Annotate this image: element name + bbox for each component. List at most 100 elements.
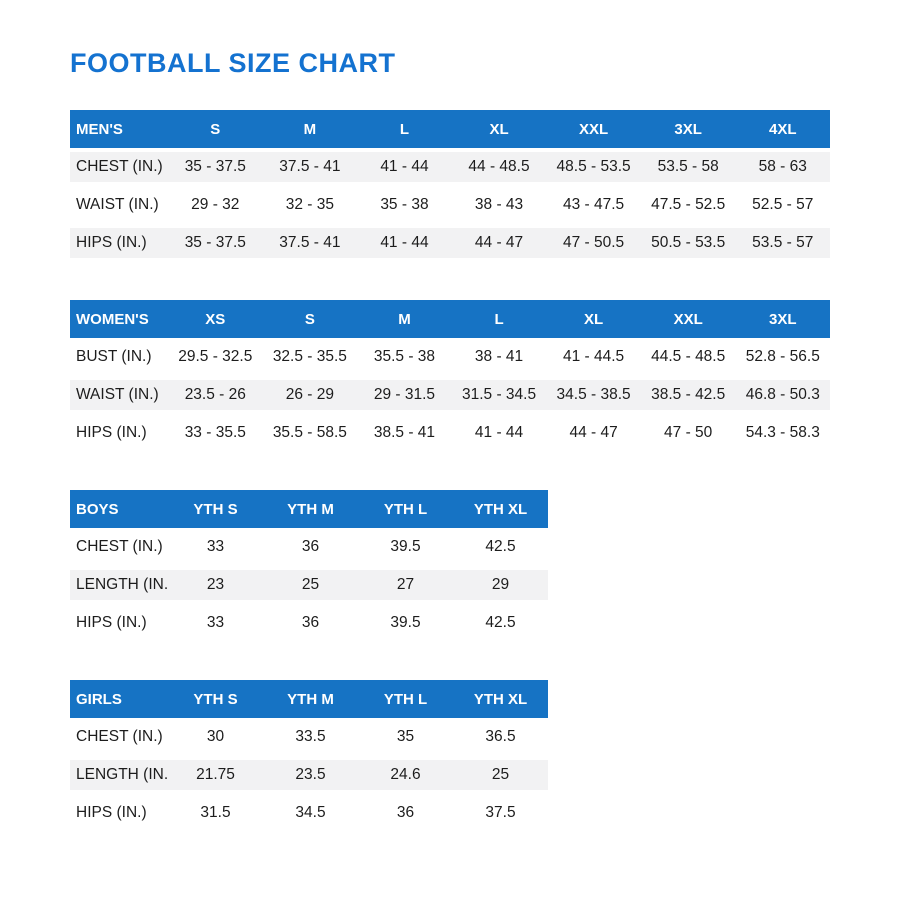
table-row: HIPS (IN.) 33 36 39.5 42.5	[70, 604, 548, 642]
value-cell: 44 - 47	[569, 424, 618, 441]
column-header-xl: XL	[584, 310, 604, 328]
value-cell: 38.5 - 41	[373, 424, 436, 441]
table-row: CHEST (IN.) 35 - 37.5 37.5 - 41 41 - 44 44 -…	[70, 148, 830, 186]
value-cell: 50.5 - 53.5	[651, 234, 726, 251]
value-cell: 44.5 - 48.5	[651, 348, 726, 365]
row-label: CHEST (IN.)	[76, 728, 163, 745]
row-label: HIPS (IN.)	[76, 234, 147, 251]
womens-size-table: WOMEN'S XS S M L XL XXL 3XL BUST (IN.) 29.5 - 32.…	[70, 300, 830, 452]
column-header-yth-m: YTH M	[287, 500, 334, 518]
value-cell: 47.5 - 52.5	[651, 196, 726, 213]
womens-header-row: WOMEN'S XS S M L XL XXL 3XL	[70, 300, 830, 338]
value-cell: 38 - 41	[474, 348, 524, 365]
column-header-xxl: XXL	[673, 310, 703, 328]
row-label: LENGTH (IN.)	[76, 766, 168, 783]
table-row: HIPS (IN.) 35 - 37.5 37.5 - 41 41 - 44 44 - …	[70, 224, 830, 262]
column-header-yth-xl: YTH XL	[473, 690, 528, 708]
value-cell: 52.8 - 56.5	[745, 348, 820, 365]
value-cell: 35.5 - 38	[373, 348, 436, 365]
value-cell: 38.5 - 42.5	[651, 386, 726, 403]
value-cell: 29 - 32	[191, 196, 240, 213]
value-cell: 38 - 43	[474, 196, 524, 213]
value-cell: 34.5	[295, 804, 326, 821]
row-label: BUST (IN.)	[76, 348, 152, 365]
girls-table-title: GIRLS	[76, 690, 122, 708]
column-header-xl: XL	[489, 120, 509, 138]
value-cell: 37.5	[485, 804, 516, 821]
column-header-yth-s: YTH S	[193, 500, 238, 518]
value-cell: 35 - 37.5	[184, 234, 246, 251]
value-cell: 25	[491, 766, 510, 783]
value-cell: 32.5 - 35.5	[272, 348, 347, 365]
value-cell: 23.5 - 26	[184, 386, 246, 403]
value-cell: 39.5	[390, 614, 421, 631]
value-cell: 42.5	[485, 614, 516, 631]
value-cell: 47 - 50.5	[563, 234, 625, 251]
column-header-yth-l: YTH L	[383, 500, 428, 518]
column-header-yth-s: YTH S	[193, 690, 238, 708]
table-row: WAIST (IN.) 23.5 - 26 26 - 29 29 - 31.5 31.5…	[70, 376, 830, 414]
girls-header-row: GIRLS YTH S YTH M YTH L YTH XL	[70, 680, 548, 718]
value-cell: 36	[396, 804, 415, 821]
value-cell: 26 - 29	[285, 386, 334, 403]
value-cell: 31.5 - 34.5	[461, 386, 537, 403]
value-cell: 35	[396, 728, 415, 745]
mens-table-title: MEN'S	[76, 120, 123, 138]
table-row: LENGTH (IN.) 23 25 27 29	[70, 566, 548, 604]
table-row: BUST (IN.) 29.5 - 32.5 32.5 - 35.5 35.5 - 3…	[70, 338, 830, 376]
value-cell: 35 - 38	[380, 196, 429, 213]
table-row: HIPS (IN.) 31.5 34.5 36 37.5	[70, 794, 548, 832]
column-header-l: L	[399, 120, 410, 138]
column-header-3xl: 3XL	[674, 120, 702, 138]
boys-size-table: BOYS YTH S YTH M YTH L YTH XL CHEST (IN.) 33 36…	[70, 490, 548, 642]
value-cell: 54.3 - 58.3	[745, 424, 820, 441]
value-cell: 30	[206, 728, 225, 745]
row-label: HIPS (IN.)	[76, 804, 147, 821]
column-header-xxl: XXL	[579, 120, 609, 138]
table-row: CHEST (IN.) 30 33.5 35 36.5	[70, 718, 548, 756]
girls-size-table: GIRLS YTH S YTH M YTH L YTH XL CHEST (IN.) 30 3…	[70, 680, 548, 832]
value-cell: 25	[301, 576, 320, 593]
column-header-m: M	[398, 310, 411, 328]
value-cell: 48.5 - 53.5	[556, 158, 631, 175]
column-header-xs: XS	[205, 310, 226, 328]
value-cell: 53.5 - 58	[657, 158, 719, 175]
column-header-yth-xl: YTH XL	[473, 500, 528, 518]
boys-header-row: BOYS YTH S YTH M YTH L YTH XL	[70, 490, 548, 528]
value-cell: 41 - 44	[380, 234, 429, 251]
value-cell: 24.6	[390, 766, 421, 783]
value-cell: 37.5 - 41	[279, 158, 341, 175]
value-cell: 58 - 63	[758, 158, 807, 175]
page-title: FOOTBALL SIZE CHART	[70, 48, 396, 78]
row-label: HIPS (IN.)	[76, 614, 147, 631]
value-cell: 33.5	[295, 728, 326, 745]
table-row: LENGTH (IN.) 21.75 23.5 24.6 25	[70, 756, 548, 794]
table-row: HIPS (IN.) 33 - 35.5 35.5 - 58.5 38.5 - 41 4…	[70, 414, 830, 452]
boys-table-title: BOYS	[76, 500, 119, 518]
row-label: WAIST (IN.)	[76, 196, 159, 213]
value-cell: 35 - 37.5	[184, 158, 246, 175]
size-chart-page: FOOTBALL SIZE CHART MEN'S S M L XL XXL 3XL 4XL C…	[70, 48, 830, 832]
value-cell: 47 - 50	[664, 424, 713, 441]
value-cell: 31.5	[200, 804, 231, 821]
value-cell: 29	[491, 576, 510, 593]
value-cell: 29 - 31.5	[373, 386, 436, 403]
row-label: LENGTH (IN.)	[76, 576, 168, 593]
row-label: HIPS (IN.)	[76, 424, 147, 441]
column-header-yth-m: YTH M	[287, 690, 334, 708]
value-cell: 44 - 47	[474, 234, 524, 251]
column-header-s: S	[210, 120, 221, 138]
value-cell: 41 - 44	[380, 158, 429, 175]
value-cell: 52.5 - 57	[752, 196, 814, 213]
column-header-s: S	[304, 310, 315, 328]
value-cell: 41 - 44.5	[563, 348, 625, 365]
womens-table-title: WOMEN'S	[76, 310, 149, 328]
value-cell: 36.5	[485, 728, 516, 745]
value-cell: 21.75	[196, 766, 235, 783]
value-cell: 41 - 44	[474, 424, 524, 441]
value-cell: 35.5 - 58.5	[272, 424, 347, 441]
row-label: CHEST (IN.)	[76, 538, 163, 555]
value-cell: 33	[206, 614, 225, 631]
row-label: WAIST (IN.)	[76, 386, 159, 403]
row-label: CHEST (IN.)	[76, 158, 163, 175]
